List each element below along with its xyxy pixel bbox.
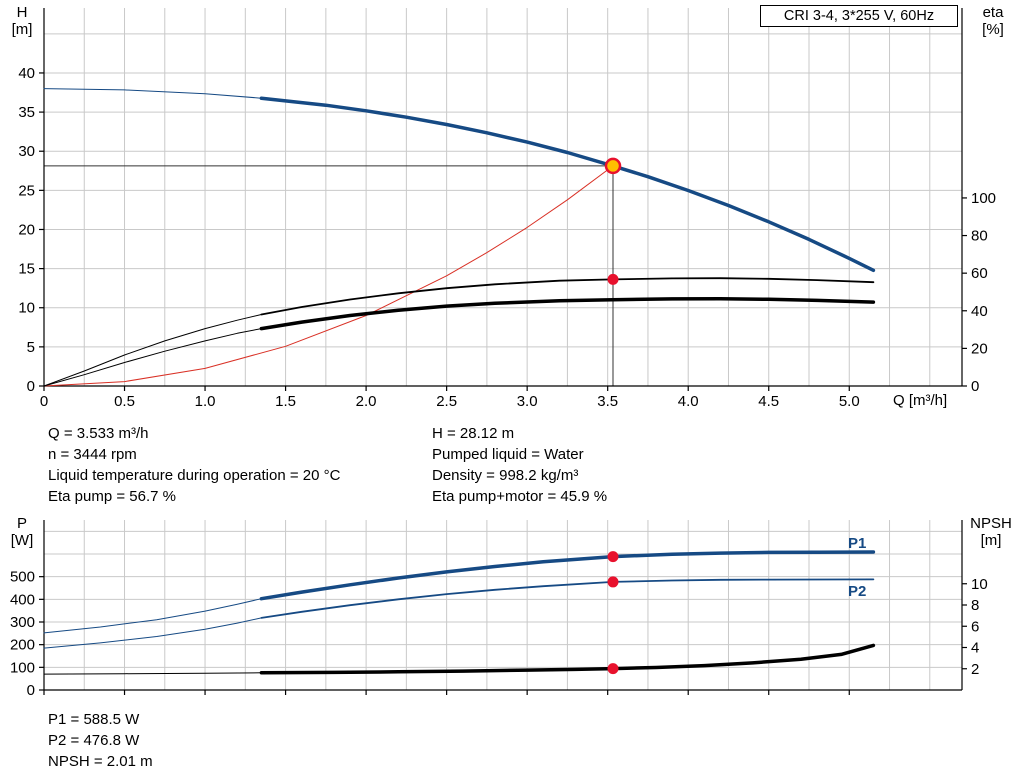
left-axis-tick-label: 30: [18, 143, 35, 160]
right-axis-tick-label: 40: [971, 303, 988, 320]
left-axis-tick-label: 0: [27, 378, 35, 395]
info-density: Density = 998.2 kg/m³: [432, 467, 579, 484]
x-axis-tick-label: 4.0: [678, 393, 699, 410]
x-axis-tick-label: 5.0: [839, 393, 860, 410]
p-axis-title: P [W]: [2, 515, 42, 549]
npsh-curve-extension: [43, 672, 262, 675]
info-speed: n = 3444 rpm: [48, 446, 137, 463]
eta-pump-duty-marker: [607, 273, 619, 285]
left-axis-tick-label: 10: [18, 300, 35, 317]
q-axis-title: Q [m³/h]: [893, 392, 948, 409]
results-block: P1 = 588.5 W P2 = 476.8 W NPSH = 2.01 m: [48, 709, 153, 772]
left-axis-tick-label: 0: [27, 682, 35, 699]
h-axis-unit: [m]: [11, 21, 33, 38]
eta-pump-curve: [260, 277, 875, 316]
x-axis-tick-label: 1.5: [275, 393, 296, 410]
chart-title: CRI 3-4, 3*255 V, 60Hz: [783, 8, 935, 24]
right-axis-tick-label: 100: [971, 190, 996, 207]
qh-curve-extension: [43, 88, 262, 99]
p2-curve-extension: [43, 617, 262, 649]
right-axis-tick-label: 0: [971, 378, 979, 395]
eta-axis-symbol: eta: [982, 4, 1004, 21]
right-axis-tick-label: 6: [971, 618, 979, 635]
npsh-axis-symbol: NPSH: [970, 515, 1012, 532]
eta-pump-curve-extension: [43, 314, 262, 387]
eta-pump-motor-curve-extension: [43, 328, 262, 387]
npsh-axis-unit: [m]: [980, 532, 1002, 549]
right-axis-tick-label: 20: [971, 340, 988, 357]
info-head: H = 28.12 m: [432, 425, 515, 442]
info-pumped-liquid: Pumped liquid = Water: [432, 446, 584, 463]
left-axis-tick-label: 100: [10, 659, 35, 676]
p2-duty-marker: [607, 576, 619, 588]
x-axis-tick-label: 3.0: [517, 393, 538, 410]
duty-point-marker: [604, 157, 622, 175]
info-q: Q = 3.533 m³/h: [48, 425, 149, 442]
left-axis-tick-label: 20: [18, 221, 35, 238]
result-p1: P1 = 588.5 W: [48, 711, 140, 728]
power-npsh-chart: 0 100 200 300 400 500 2 4 6 8 10: [10, 520, 988, 699]
duty-info-right-column: H = 28.12 m Pumped liquid = Water Densit…: [432, 423, 607, 507]
duty-info-left-column: Q = 3.533 m³/h n = 3444 rpm Liquid tempe…: [48, 423, 340, 507]
h-axis-title: H [m]: [2, 4, 42, 38]
left-axis-tick-label: 300: [10, 614, 35, 631]
x-axis-tick-label: 3.5: [597, 393, 618, 410]
p1-curve: [259, 550, 876, 601]
npsh-axis-title: NPSH [m]: [960, 515, 1022, 549]
eta-axis-unit: [%]: [982, 21, 1004, 38]
x-axis-tick-label: 4.5: [758, 393, 779, 410]
p1-duty-marker: [607, 551, 619, 563]
x-axis-tick-label: 0: [40, 393, 48, 410]
qh-curve: [259, 96, 876, 273]
p1-curve-extension: [43, 598, 262, 634]
right-axis-tick-label: 8: [971, 597, 979, 614]
left-axis-tick-label: 500: [10, 569, 35, 586]
left-axis-tick-label: 200: [10, 637, 35, 654]
info-eta-pump-motor: Eta pump+motor = 45.9 %: [432, 488, 608, 505]
eta-axis-title: eta [%]: [966, 4, 1020, 38]
h-axis-symbol: H: [16, 4, 28, 21]
left-axis-tick-label: 400: [10, 591, 35, 608]
system-curve: [43, 165, 614, 387]
right-axis-tick-label: 4: [971, 640, 979, 657]
right-axis-tick-label: 80: [971, 228, 988, 245]
right-axis-tick-label: 60: [971, 265, 988, 282]
result-p2: P2 = 476.8 W: [48, 732, 140, 749]
chart-title-box: CRI 3-4, 3*255 V, 60Hz: [760, 5, 958, 27]
left-axis-tick-label: 5: [27, 339, 35, 356]
qh-chart: 0 5 10 15 20 25 30 35 40 0 20 40 60 80 100 0 0.5 1.0 1.5 2.…: [18, 8, 996, 410]
x-axis-tick-label: 2.0: [356, 393, 377, 410]
left-axis-tick-label: 25: [18, 182, 35, 199]
x-axis-tick-label: 1.0: [195, 393, 216, 410]
p1-curve-label: P1: [848, 535, 867, 552]
left-axis-tick-label: 40: [18, 65, 35, 82]
p2-curve: [260, 578, 875, 619]
result-npsh: NPSH = 2.01 m: [48, 753, 153, 770]
info-liquid-temperature: Liquid temperature during operation = 20…: [48, 467, 341, 484]
p2-curve-label: P2: [848, 583, 867, 600]
right-axis-tick-label: 2: [971, 661, 979, 678]
p-axis-unit: [W]: [10, 532, 34, 549]
eta-pump-motor-curve: [259, 296, 876, 331]
p-axis-symbol: P: [16, 515, 27, 532]
x-axis-tick-label: 2.5: [436, 393, 457, 410]
left-axis-tick-label: 15: [18, 261, 35, 278]
x-axis-tick-label: 0.5: [114, 393, 135, 410]
left-axis-tick-label: 35: [18, 104, 35, 121]
info-eta-pump: Eta pump = 56.7 %: [48, 488, 176, 505]
npsh-duty-marker: [607, 663, 619, 675]
right-axis-tick-label: 10: [971, 576, 988, 593]
